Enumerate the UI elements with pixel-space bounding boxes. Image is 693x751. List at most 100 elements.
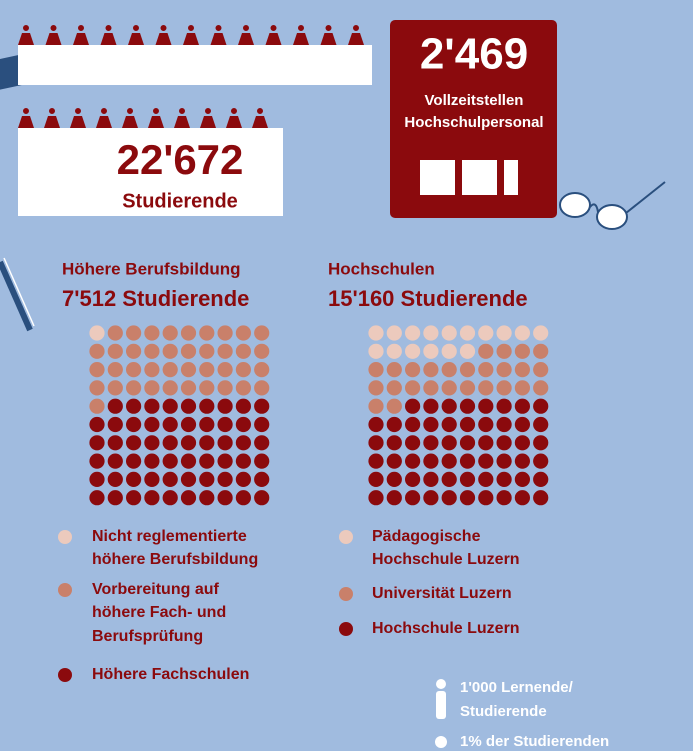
- waffle-dot: [478, 380, 493, 395]
- waffle-dot: [533, 399, 548, 414]
- waffle-dot: [181, 325, 196, 340]
- waffle-dot: [126, 325, 141, 340]
- waffle-dot: [497, 380, 512, 395]
- waffle-dot: [478, 454, 493, 469]
- waffle-dot: [497, 454, 512, 469]
- waffle-dot: [442, 344, 457, 359]
- figure: [96, 108, 112, 128]
- waffle-dot: [236, 454, 251, 469]
- waffle-dot: [497, 344, 512, 359]
- figure: [73, 25, 89, 45]
- waffle-dot: [108, 417, 123, 432]
- legend-label: Vorbereitung auf: [92, 581, 219, 598]
- waffle-dot: [423, 417, 438, 432]
- waffle-dot: [163, 380, 178, 395]
- figure: [238, 25, 254, 45]
- waffle-dot: [236, 490, 251, 505]
- figure: [46, 25, 62, 45]
- waffle-dot: [181, 380, 196, 395]
- waffle-dot: [254, 454, 269, 469]
- staff-total: 2'469: [420, 30, 528, 79]
- waffle-dot: [497, 472, 512, 487]
- waffle-dot: [89, 399, 104, 414]
- waffle-dot: [126, 399, 141, 414]
- waffle-dot: [442, 380, 457, 395]
- key-text: Studierende: [460, 703, 547, 720]
- waffle-dot: [442, 435, 457, 450]
- waffle-dot: [497, 490, 512, 505]
- waffle-dot: [368, 417, 383, 432]
- legend-label: Pädagogische: [372, 528, 481, 545]
- figure: [348, 25, 364, 45]
- waffle-dot: [497, 417, 512, 432]
- waffle-dot: [236, 325, 251, 340]
- waffle-dot: [442, 472, 457, 487]
- waffle-dot: [460, 454, 475, 469]
- chart-subtitle: 15'160 Studierende: [328, 286, 528, 311]
- waffle-dot: [163, 454, 178, 469]
- waffle-dot: [460, 399, 475, 414]
- waffle-dot: [387, 344, 402, 359]
- figure: [226, 108, 242, 128]
- waffle-dot: [515, 399, 530, 414]
- waffle-dot: [533, 417, 548, 432]
- waffle-dot: [199, 362, 214, 377]
- waffle-dot: [144, 490, 159, 505]
- waffle-dot: [89, 325, 104, 340]
- person-icon: [436, 679, 446, 719]
- waffle-dot: [144, 362, 159, 377]
- waffle-dot: [515, 380, 530, 395]
- waffle-dot: [144, 344, 159, 359]
- waffle-dot: [163, 435, 178, 450]
- waffle-dot: [163, 490, 178, 505]
- legend-dot: [339, 587, 353, 601]
- waffle-dot: [387, 325, 402, 340]
- waffle-dot: [108, 472, 123, 487]
- waffle-dot: [126, 362, 141, 377]
- waffle-dot: [236, 435, 251, 450]
- waffle-dot: [163, 472, 178, 487]
- waffle-dot: [442, 490, 457, 505]
- key-dot: [435, 736, 447, 748]
- chart-title: Höhere Berufsbildung: [62, 259, 241, 278]
- figure: [101, 25, 117, 45]
- waffle-dot: [368, 490, 383, 505]
- chart-title: Hochschulen: [328, 259, 435, 278]
- waffle-dot: [533, 344, 548, 359]
- key-text: 1% der Studierenden: [460, 733, 609, 750]
- waffle-dot: [515, 490, 530, 505]
- waffle-dot: [126, 380, 141, 395]
- waffle-dot: [368, 472, 383, 487]
- waffle-dot: [218, 344, 233, 359]
- waffle-dot: [405, 490, 420, 505]
- staff-label: Hochschulpersonal: [404, 114, 543, 131]
- waffle-dot: [218, 417, 233, 432]
- waffle-dot: [199, 325, 214, 340]
- waffle-dot: [163, 417, 178, 432]
- waffle-dot: [144, 417, 159, 432]
- legend-label: Nicht reglementierte: [92, 528, 247, 545]
- waffle-dot: [423, 399, 438, 414]
- waffle-dot: [199, 472, 214, 487]
- figure: [70, 108, 86, 128]
- waffle-dot: [144, 380, 159, 395]
- staff-label: Vollzeitstellen: [425, 92, 524, 109]
- waffle-dot: [515, 344, 530, 359]
- waffle-dot: [533, 362, 548, 377]
- waffle-dot: [89, 490, 104, 505]
- waffle-dot: [515, 454, 530, 469]
- waffle-dot: [423, 362, 438, 377]
- waffle-dot: [236, 417, 251, 432]
- figure: [321, 25, 337, 45]
- waffle-dot: [368, 362, 383, 377]
- students-total: 22'672: [117, 136, 244, 183]
- waffle-dot: [368, 435, 383, 450]
- figure: [252, 108, 268, 128]
- waffle-dot: [533, 435, 548, 450]
- waffle-dot: [181, 362, 196, 377]
- figure: [293, 25, 309, 45]
- waffle-dot: [236, 344, 251, 359]
- waffle-dot: [478, 344, 493, 359]
- waffle-dot: [460, 344, 475, 359]
- waffle-dot: [405, 472, 420, 487]
